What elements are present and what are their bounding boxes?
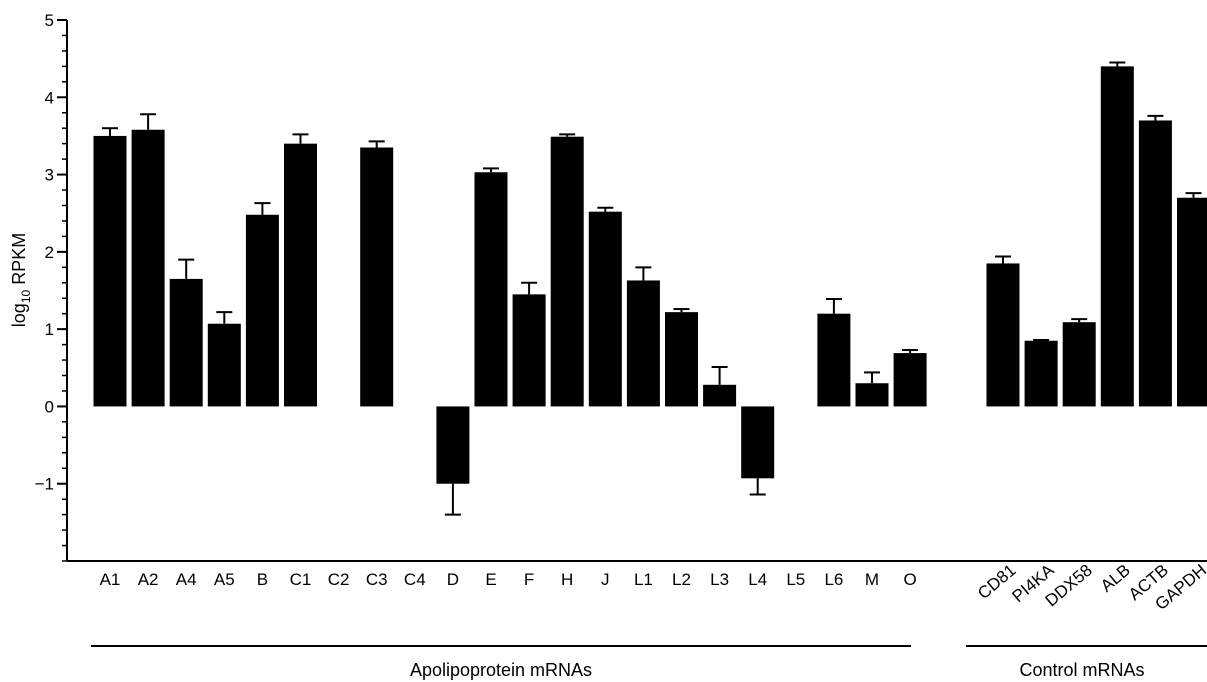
y-axis-title-main: log (9, 303, 29, 327)
x-label-e: E (485, 570, 496, 589)
y-tick-label: 5 (45, 11, 54, 30)
x-label-l5: L5 (786, 570, 805, 589)
bar-j (588, 211, 622, 407)
bar-l2 (665, 312, 698, 407)
x-label-l4: L4 (748, 570, 767, 589)
y-axis-title-subscript: 10 (19, 289, 33, 303)
x-label-a4: A4 (176, 570, 197, 589)
group-label: Control mRNAs (1019, 660, 1144, 680)
group-brackets: Apolipoprotein mRNAs Control mRNAs (91, 645, 1207, 680)
bar-c3 (360, 147, 394, 407)
bar-c1 (284, 143, 317, 407)
y-tick-label: −1 (35, 475, 54, 494)
bar-actb (1138, 120, 1172, 407)
bar-f (512, 294, 546, 407)
x-label-l2: L2 (672, 570, 691, 589)
x-label-l6: L6 (824, 570, 843, 589)
x-label-l1: L1 (634, 570, 653, 589)
y-axis-title-rest: RPKM (9, 233, 29, 290)
bars (93, 61, 1207, 516)
y-tick-label: 3 (45, 166, 54, 185)
y-tick-label: 2 (45, 243, 54, 262)
x-label-c4: C4 (404, 570, 426, 589)
bar-m (855, 383, 889, 407)
bar-l4 (741, 406, 775, 479)
x-label-j: J (601, 570, 610, 589)
bar-l1 (626, 280, 660, 407)
y-tick-label: 0 (45, 397, 54, 416)
x-label-a5: A5 (214, 570, 235, 589)
x-label-c2: C2 (328, 570, 350, 589)
x-label-l3: L3 (710, 570, 729, 589)
x-label-m: M (865, 570, 879, 589)
bar-e (474, 172, 508, 407)
bar-d (436, 406, 470, 484)
bar-a5 (207, 323, 241, 407)
bar-pi4ka (1024, 340, 1058, 407)
bar-l6 (817, 313, 851, 407)
bar-ddx58 (1062, 322, 1096, 407)
x-label-f: F (524, 570, 534, 589)
x-label-b: B (257, 570, 268, 589)
bar-alb (1100, 66, 1134, 407)
bar-h (550, 136, 584, 407)
bar-a1 (93, 135, 127, 407)
y-tick-label: 1 (45, 320, 54, 339)
y-axis-title: log10 RPKM (9, 233, 33, 327)
bar-l3 (703, 384, 737, 407)
y-tick-label: 4 (45, 88, 54, 107)
bar-cd81 (986, 263, 1020, 407)
x-label-d: D (447, 570, 459, 589)
x-axis-labels: A1 A2 A4 A5 B C1 C2 C3 C4 D E F H J L1 L2 L3 L4 L5 L6 M O CD81… (100, 560, 1207, 614)
x-label-c1: C1 (290, 570, 312, 589)
x-label-c3: C3 (366, 570, 388, 589)
y-axis: −1 0 1 2 3 4 5 (35, 11, 1207, 562)
x-label-a2: A2 (138, 570, 159, 589)
bar-a4 (169, 278, 203, 407)
group-label: Apolipoprotein mRNAs (410, 660, 592, 680)
x-label-a1: A1 (100, 570, 121, 589)
x-label-h: H (561, 570, 573, 589)
bar-a2 (131, 129, 165, 407)
bar-gapdh (1177, 197, 1207, 407)
bar-b (245, 214, 279, 407)
bar-o (893, 353, 927, 407)
x-label-o: O (903, 570, 916, 589)
